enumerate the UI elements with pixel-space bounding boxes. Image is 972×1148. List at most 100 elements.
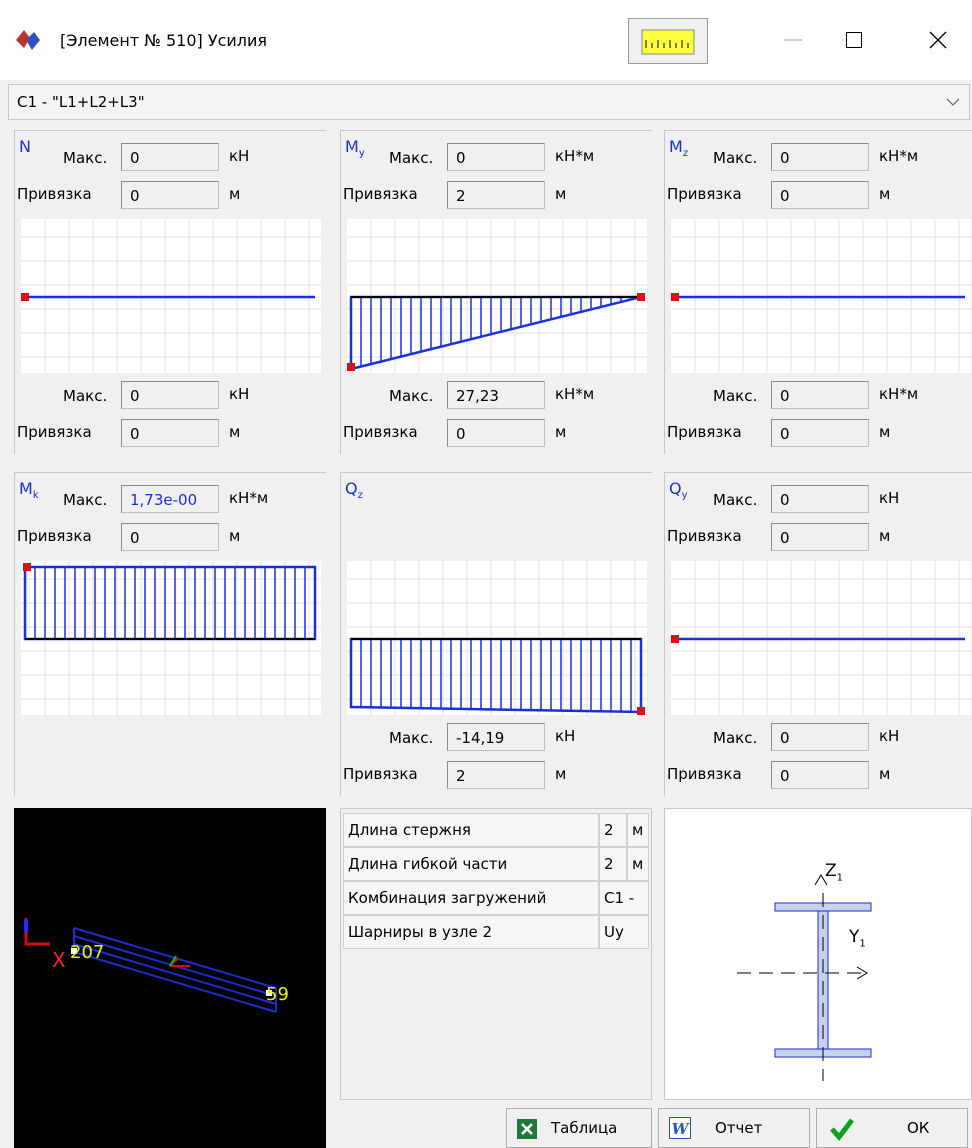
diagram-plot bbox=[347, 219, 647, 373]
bind-label: Привязка bbox=[343, 765, 418, 783]
max-field: 0 bbox=[771, 381, 869, 409]
panel-label: My bbox=[345, 137, 365, 159]
bind-field: 2 bbox=[447, 181, 545, 209]
check-icon bbox=[829, 1117, 855, 1141]
max-field: 0 bbox=[121, 381, 219, 409]
label-sub: z bbox=[683, 148, 688, 159]
report-button[interactable]: W Отчет bbox=[658, 1108, 810, 1148]
label-main: M bbox=[669, 137, 683, 156]
max-field: 0 bbox=[771, 723, 869, 751]
max-label: Макс. bbox=[713, 729, 757, 747]
panel-label: Qz bbox=[345, 479, 363, 501]
bind-field: 0 bbox=[121, 419, 219, 447]
max-unit: кН bbox=[555, 727, 575, 745]
word-icon: W bbox=[669, 1117, 691, 1139]
bind-label: Привязка bbox=[343, 185, 418, 203]
max-unit: кН bbox=[879, 489, 899, 507]
bind-field: 0 bbox=[121, 523, 219, 551]
node-label: 59 bbox=[266, 984, 289, 1005]
panel-label: Mk bbox=[19, 479, 39, 501]
button-label: ОК bbox=[907, 1119, 929, 1137]
label-sub: k bbox=[33, 490, 39, 501]
table-cell: Комбинация загружений bbox=[343, 881, 599, 915]
table-cell: Uy bbox=[599, 915, 649, 949]
label-sub: z bbox=[358, 490, 363, 501]
table-cell: м bbox=[627, 847, 649, 881]
combo-box[interactable]: C1 - "L1+L2+L3" bbox=[8, 84, 970, 120]
max-label: Макс. bbox=[713, 387, 757, 405]
node-marker bbox=[637, 707, 645, 715]
bind-unit: м bbox=[879, 185, 890, 203]
view-3d: X 207 59 bbox=[14, 808, 326, 1148]
axis-name: Z bbox=[825, 861, 837, 881]
axis-label: Y1 bbox=[849, 927, 866, 949]
bind-unit: м bbox=[879, 423, 890, 441]
max-field: -14,19 bbox=[447, 723, 545, 751]
combo-value: C1 - "L1+L2+L3" bbox=[17, 93, 145, 111]
diagram-plot bbox=[347, 561, 647, 715]
section-drawing bbox=[665, 809, 972, 1101]
max-unit: кН*м bbox=[555, 147, 594, 165]
axis-name: Y bbox=[849, 927, 859, 947]
table-cell: Длина гибкой части bbox=[343, 847, 599, 881]
max-label: Макс. bbox=[63, 491, 107, 509]
max-unit: кН*м bbox=[229, 489, 268, 507]
axis-label: Z1 bbox=[825, 861, 843, 883]
button-label: Отчет bbox=[715, 1119, 762, 1137]
node-marker bbox=[347, 363, 355, 371]
max-label: Макс. bbox=[63, 149, 107, 167]
app-icon bbox=[14, 28, 42, 52]
max-label: Макс. bbox=[389, 387, 433, 405]
bind-label: Привязка bbox=[667, 527, 742, 545]
bind-unit: м bbox=[879, 527, 890, 545]
max-label: Макс. bbox=[713, 149, 757, 167]
bind-unit: м bbox=[555, 423, 566, 441]
node-marker bbox=[23, 563, 31, 571]
max-field: 1,73e-00 bbox=[121, 485, 219, 513]
bind-label: Привязка bbox=[343, 423, 418, 441]
view-3d-drawing bbox=[14, 808, 326, 1148]
label-sub: y bbox=[682, 490, 688, 501]
label-main: M bbox=[19, 479, 33, 498]
label-main: Q bbox=[669, 479, 682, 498]
ok-button[interactable]: ОК bbox=[816, 1108, 968, 1148]
bind-unit: м bbox=[229, 527, 240, 545]
node-marker bbox=[671, 293, 679, 301]
bind-field: 0 bbox=[771, 181, 869, 209]
table-cell: Шарниры в узле 2 bbox=[343, 915, 599, 949]
label-main: N bbox=[19, 137, 31, 156]
window-controls[interactable] bbox=[770, 20, 970, 60]
bind-label: Привязка bbox=[667, 423, 742, 441]
max-field: 0 bbox=[771, 143, 869, 171]
svg-text:W: W bbox=[672, 1120, 691, 1138]
max-label: Макс. bbox=[389, 149, 433, 167]
bind-unit: м bbox=[555, 765, 566, 783]
combo-arrow bbox=[945, 95, 961, 109]
max-unit: кН bbox=[229, 385, 249, 403]
panel-label: Mz bbox=[669, 137, 688, 159]
bind-field: 0 bbox=[771, 419, 869, 447]
bind-label: Привязка bbox=[17, 423, 92, 441]
bind-unit: м bbox=[229, 185, 240, 203]
bind-unit: м bbox=[555, 185, 566, 203]
table-button[interactable]: Таблица bbox=[506, 1108, 652, 1148]
max-label: Макс. bbox=[63, 387, 107, 405]
bind-field: 0 bbox=[121, 181, 219, 209]
table-cell: Длина стержня bbox=[343, 813, 599, 847]
title-bar: [Элемент № 510] Усилия bbox=[0, 0, 972, 80]
label-sub: y bbox=[359, 148, 365, 159]
bind-field: 2 bbox=[447, 761, 545, 789]
node-marker bbox=[21, 293, 29, 301]
panel-label: N bbox=[19, 137, 31, 156]
ruler-button[interactable] bbox=[628, 18, 708, 64]
bind-unit: м bbox=[229, 423, 240, 441]
bind-field: 0 bbox=[771, 761, 869, 789]
bind-field: 0 bbox=[771, 523, 869, 551]
node-marker bbox=[637, 293, 645, 301]
excel-icon bbox=[517, 1119, 537, 1139]
diagram-plot bbox=[671, 561, 971, 715]
window-title: [Элемент № 510] Усилия bbox=[60, 31, 267, 50]
